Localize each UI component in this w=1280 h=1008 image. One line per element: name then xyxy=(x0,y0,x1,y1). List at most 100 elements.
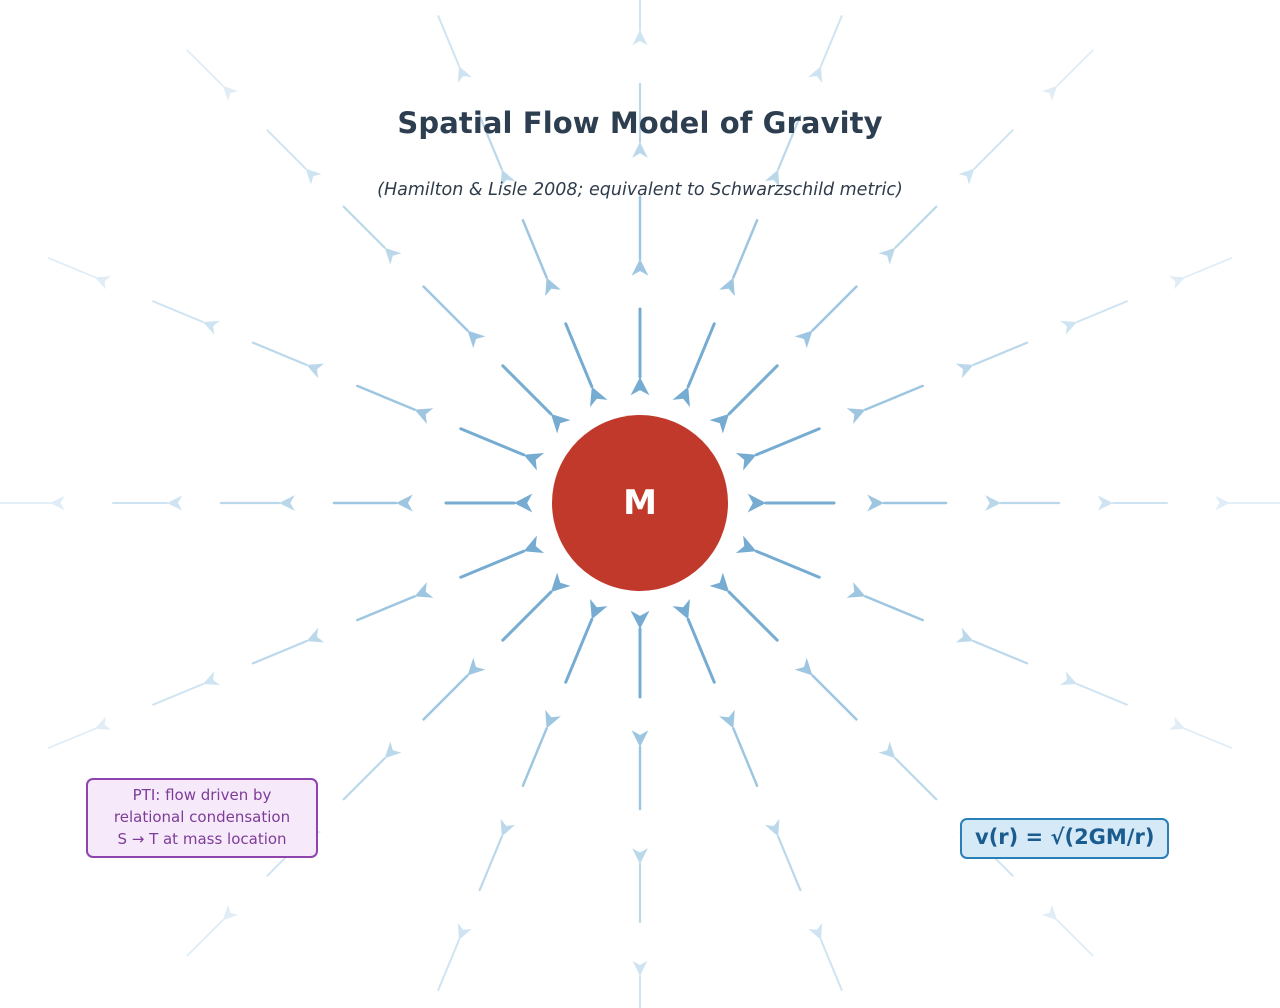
page-subtitle: (Hamilton & Lisle 2008; equivalent to Sc… xyxy=(377,180,903,200)
flow-arrow-shaft xyxy=(356,595,416,622)
flow-arrow xyxy=(356,384,434,424)
flow-arrow-head xyxy=(955,627,974,643)
flow-arrow-head xyxy=(550,413,571,434)
flow-arrow-shaft xyxy=(972,341,1029,366)
flow-arrow-shaft xyxy=(973,129,1014,170)
flow-arrow-shaft xyxy=(777,114,802,171)
flow-arrow xyxy=(709,572,779,642)
central-mass-label: M xyxy=(623,483,657,523)
flow-arrow xyxy=(764,114,802,188)
flow-arrow xyxy=(478,114,516,188)
flow-arrow-head xyxy=(414,408,434,424)
flow-arrow xyxy=(878,741,938,801)
flow-arrow xyxy=(501,364,571,434)
flow-arrow xyxy=(47,257,112,290)
flow-arrow-shaft xyxy=(864,595,924,622)
flow-arrow-head xyxy=(878,247,896,265)
flow-arrow-head xyxy=(545,277,561,297)
flow-arrow-shaft xyxy=(459,427,526,457)
flow-arrow xyxy=(1168,257,1233,290)
flow-arrow xyxy=(422,657,486,721)
flow-arrow-shaft xyxy=(152,683,204,706)
flow-arrow-shaft xyxy=(501,590,553,642)
flow-arrow xyxy=(1041,904,1094,957)
flow-arrow xyxy=(764,818,802,892)
flow-arrow-head xyxy=(457,923,472,940)
pti-annotation-line-1: PTI: flow driven by xyxy=(132,786,272,804)
flow-arrow-shaft xyxy=(1056,919,1094,957)
flow-arrow-head xyxy=(735,453,757,471)
flow-arrow xyxy=(356,582,434,622)
flow-arrow-head xyxy=(222,904,239,921)
flow-arrow xyxy=(0,495,65,511)
flow-arrow xyxy=(794,657,858,721)
flow-arrow xyxy=(630,610,650,699)
flow-arrow-head xyxy=(672,386,690,408)
flow-arrow xyxy=(878,205,938,265)
flow-arrow xyxy=(444,493,533,513)
flow-arrow-shaft xyxy=(521,727,548,787)
flow-arrow-shaft xyxy=(811,674,858,721)
flow-arrow-head xyxy=(396,494,413,512)
flow-arrow-head xyxy=(523,535,545,553)
flow-arrow-head xyxy=(808,923,823,940)
flow-arrow xyxy=(251,341,325,379)
flow-arrow-head xyxy=(167,495,183,511)
flow-arrow xyxy=(564,598,608,684)
flow-arrow-head xyxy=(808,66,823,83)
flow-arrow-head xyxy=(1097,495,1113,511)
flow-arrow-shaft xyxy=(251,341,308,366)
flow-arrow xyxy=(478,818,516,892)
flow-arrow xyxy=(437,15,472,83)
flow-arrow-shaft xyxy=(266,129,307,170)
flow-arrow-shaft xyxy=(727,364,779,416)
flow-arrow-head xyxy=(985,495,1001,511)
flow-arrow xyxy=(422,285,486,349)
flow-arrow-head xyxy=(384,741,402,759)
flow-arrow-shaft xyxy=(686,322,716,389)
flow-arrow-head xyxy=(222,85,239,102)
flow-arrow-shaft xyxy=(521,219,548,279)
flow-arrow-shaft xyxy=(422,674,469,721)
flow-arrow xyxy=(747,493,836,513)
flow-arrow xyxy=(808,923,843,991)
flow-arrow-shaft xyxy=(1076,300,1128,323)
flow-arrow xyxy=(1041,49,1094,102)
flow-arrow-shaft xyxy=(459,549,526,579)
flow-arrow-head xyxy=(467,330,486,349)
flow-arrow xyxy=(709,364,779,434)
flow-arrow-head xyxy=(500,169,516,188)
flow-arrow-shaft xyxy=(186,49,224,87)
central-mass-circle xyxy=(552,415,728,591)
flow-arrow xyxy=(808,15,843,83)
flow-arrow-shaft xyxy=(47,727,96,749)
flow-arrow-head xyxy=(203,320,220,335)
flow-arrow-head xyxy=(846,582,866,598)
flow-arrow-shaft xyxy=(754,549,821,579)
flow-arrow-shaft xyxy=(47,257,96,279)
flow-arrow-head xyxy=(384,247,402,265)
flow-arrow-head xyxy=(632,960,648,976)
flow-arrow-head xyxy=(630,610,650,629)
flow-arrow xyxy=(47,716,112,749)
flow-arrow-head xyxy=(846,408,866,424)
page-title: Spatial Flow Model of Gravity xyxy=(397,106,883,140)
flow-arrow xyxy=(632,82,648,158)
flow-arrow-head xyxy=(1060,671,1077,686)
flow-arrow xyxy=(1168,716,1233,749)
flow-arrow-head xyxy=(545,709,561,729)
flow-arrow xyxy=(332,494,413,512)
flow-arrow xyxy=(672,322,716,408)
flow-arrow-shaft xyxy=(1184,727,1233,749)
flow-arrow xyxy=(564,322,608,408)
flow-arrow-head xyxy=(523,453,545,471)
flow-arrow-head xyxy=(631,730,649,747)
flow-arrow xyxy=(112,495,183,511)
flow-arrow xyxy=(735,427,821,471)
flow-arrow-shaft xyxy=(972,640,1029,665)
flow-arrow-shaft xyxy=(686,617,716,684)
flow-arrow-head xyxy=(955,363,974,379)
